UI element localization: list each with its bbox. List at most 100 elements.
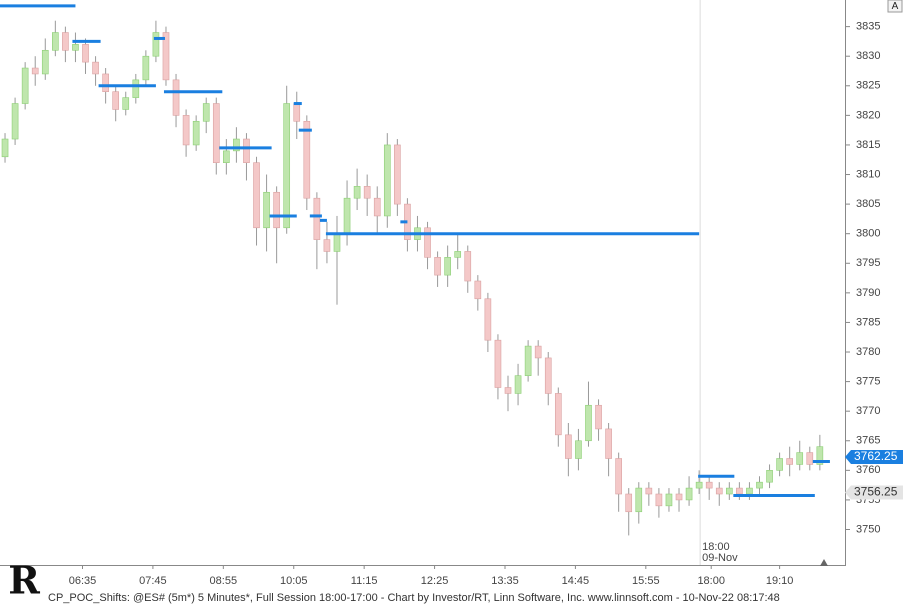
candle-body [746,487,753,495]
candle-body [383,144,391,217]
candle-body [565,434,572,459]
candle-body [41,49,49,75]
scale-button-label[interactable]: A [892,1,899,12]
y-tick-label: 3750 [856,523,880,535]
candle-body [585,404,592,442]
candle-body [21,67,29,104]
candle-body [474,280,482,300]
y-tick-label: 3795 [856,257,880,269]
candle-body [343,197,351,234]
candle-body [605,428,612,459]
candle-body [534,345,542,359]
candle-body [172,79,180,116]
candle-body [313,197,321,240]
candle-body [62,32,69,51]
candle-body [233,138,240,152]
candle-body [263,191,270,229]
candle-body [715,487,723,495]
y-tick-label: 3830 [856,50,880,62]
candle-body [162,32,170,81]
x-tick-label: 18:00 [697,575,725,587]
candle-body [524,345,532,376]
candle-body [152,32,160,57]
candle-body [72,44,79,51]
candle-body [685,487,693,501]
x-tick-label: 12:25 [421,575,449,587]
y-tick-label: 3820 [856,109,880,121]
candle-body [363,186,371,199]
candle-body [303,120,311,199]
candle-body [373,197,381,217]
y-tick-label: 3810 [856,168,880,180]
candle-body [444,257,451,276]
candle-body [142,55,150,81]
candle-body [283,103,291,229]
y-tick-label: 3815 [856,139,880,151]
y-tick-label: 3800 [856,228,880,240]
candle-body [212,103,220,163]
x-tick-label: 14:45 [562,575,590,587]
x-tick-label: 13:35 [491,575,519,587]
candle-body [635,487,643,513]
candle-body [675,493,683,501]
candle-body [776,458,783,471]
candle-body [243,138,250,163]
y-tick-label: 3805 [856,198,880,210]
candle-body [333,233,341,252]
x-tick-label: 19:10 [766,575,794,587]
last-price-label: 3762.25 [854,449,898,463]
candle-body [353,186,361,199]
candle-body [665,493,673,507]
candle-body [92,61,99,75]
candle-body [816,446,824,465]
candle-body [273,191,280,229]
candle-body [705,481,713,489]
candle-body [806,452,814,465]
scroll-marker[interactable] [820,559,828,566]
candle-body [786,458,793,465]
candle-body [253,162,260,229]
candle-body [645,487,653,495]
logo-letter: R [8,558,40,603]
candle-body [122,97,130,110]
candle-body [494,339,502,388]
y-tick-label: 3835 [856,21,880,33]
candle-body [595,404,602,430]
logo: R [6,558,42,604]
y-tick-label: 3765 [856,435,880,447]
candle-body [102,73,109,93]
candle-body [625,493,633,513]
candle-body [725,487,733,495]
y-tick-label: 3775 [856,376,880,388]
x-tick-label: 06:35 [69,575,97,587]
candle-body [202,103,210,122]
scale-button[interactable] [887,0,903,13]
y-tick-label: 3790 [856,287,880,299]
session-date: 09-Nov [702,552,738,564]
session-time: 18:00 [702,541,730,553]
footer: CP_POC_Shifts: @ES# (5m*) 5 Minutes*, Fu… [48,592,780,604]
last-price-label-box [845,450,903,465]
candle-body [31,67,39,75]
candle-body [132,79,140,98]
marker-price-label-box [845,485,903,500]
candle-body [192,120,200,146]
candle-body [695,481,703,489]
candle-body [424,227,431,258]
candle-body [52,32,59,51]
candle-body [293,103,301,122]
y-tick-label: 3780 [856,346,880,358]
candle-body [796,452,804,465]
x-tick-label: 10:05 [280,575,308,587]
y-tick-label: 3770 [856,405,880,417]
candle-body [223,150,230,163]
candle-body [615,458,622,495]
x-tick-label: 08:55 [210,575,238,587]
candle-body [514,375,522,394]
candle-body [454,251,462,258]
candle-body [464,251,472,282]
candle-body [544,357,552,394]
candle-body [394,144,401,205]
x-tick-label: 11:15 [351,575,378,587]
